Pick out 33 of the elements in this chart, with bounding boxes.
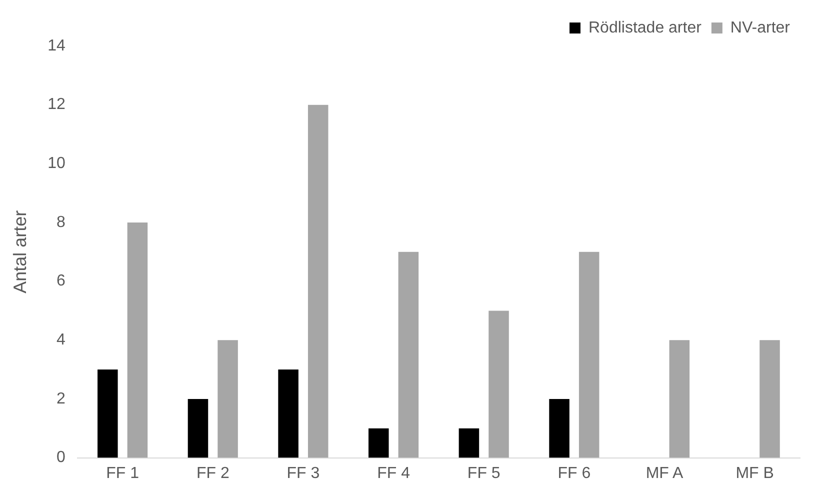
x-tick-label: FF 6 [558,464,591,482]
bar [308,104,328,458]
bar [578,252,600,458]
x-tick-label: FF 2 [196,464,230,482]
bar [127,222,148,458]
x-tick-label: FF 4 [377,464,410,482]
bar [368,428,389,458]
x-tick-label: FF 1 [106,464,140,482]
bar [188,398,208,458]
x-tick-label: MF B [736,464,774,482]
bar [549,398,570,458]
y-tick-label: 10 [48,155,66,172]
bar [398,252,419,458]
legend-label: NV-arter [730,19,791,36]
bar [218,340,238,458]
y-tick-label: 6 [56,272,66,290]
x-tick-label: FF 5 [467,464,500,482]
y-tick-label: 4 [56,332,66,349]
bar [458,428,480,458]
y-tick-label: 2 [56,390,66,408]
y-axis-title: Antal arter [10,210,30,294]
legend-label: Rödlistade arter [588,19,702,36]
bar [760,340,780,458]
bar [98,370,118,458]
x-tick-label: FF 3 [286,464,320,482]
bar [278,370,298,458]
y-tick-label: 8 [56,214,66,231]
bar [488,310,509,458]
y-tick-label: 0 [56,449,66,466]
x-tick-label: MF A [646,464,684,482]
y-tick-label: 14 [48,37,66,54]
y-tick-label: 12 [48,96,66,114]
bar [669,340,690,458]
